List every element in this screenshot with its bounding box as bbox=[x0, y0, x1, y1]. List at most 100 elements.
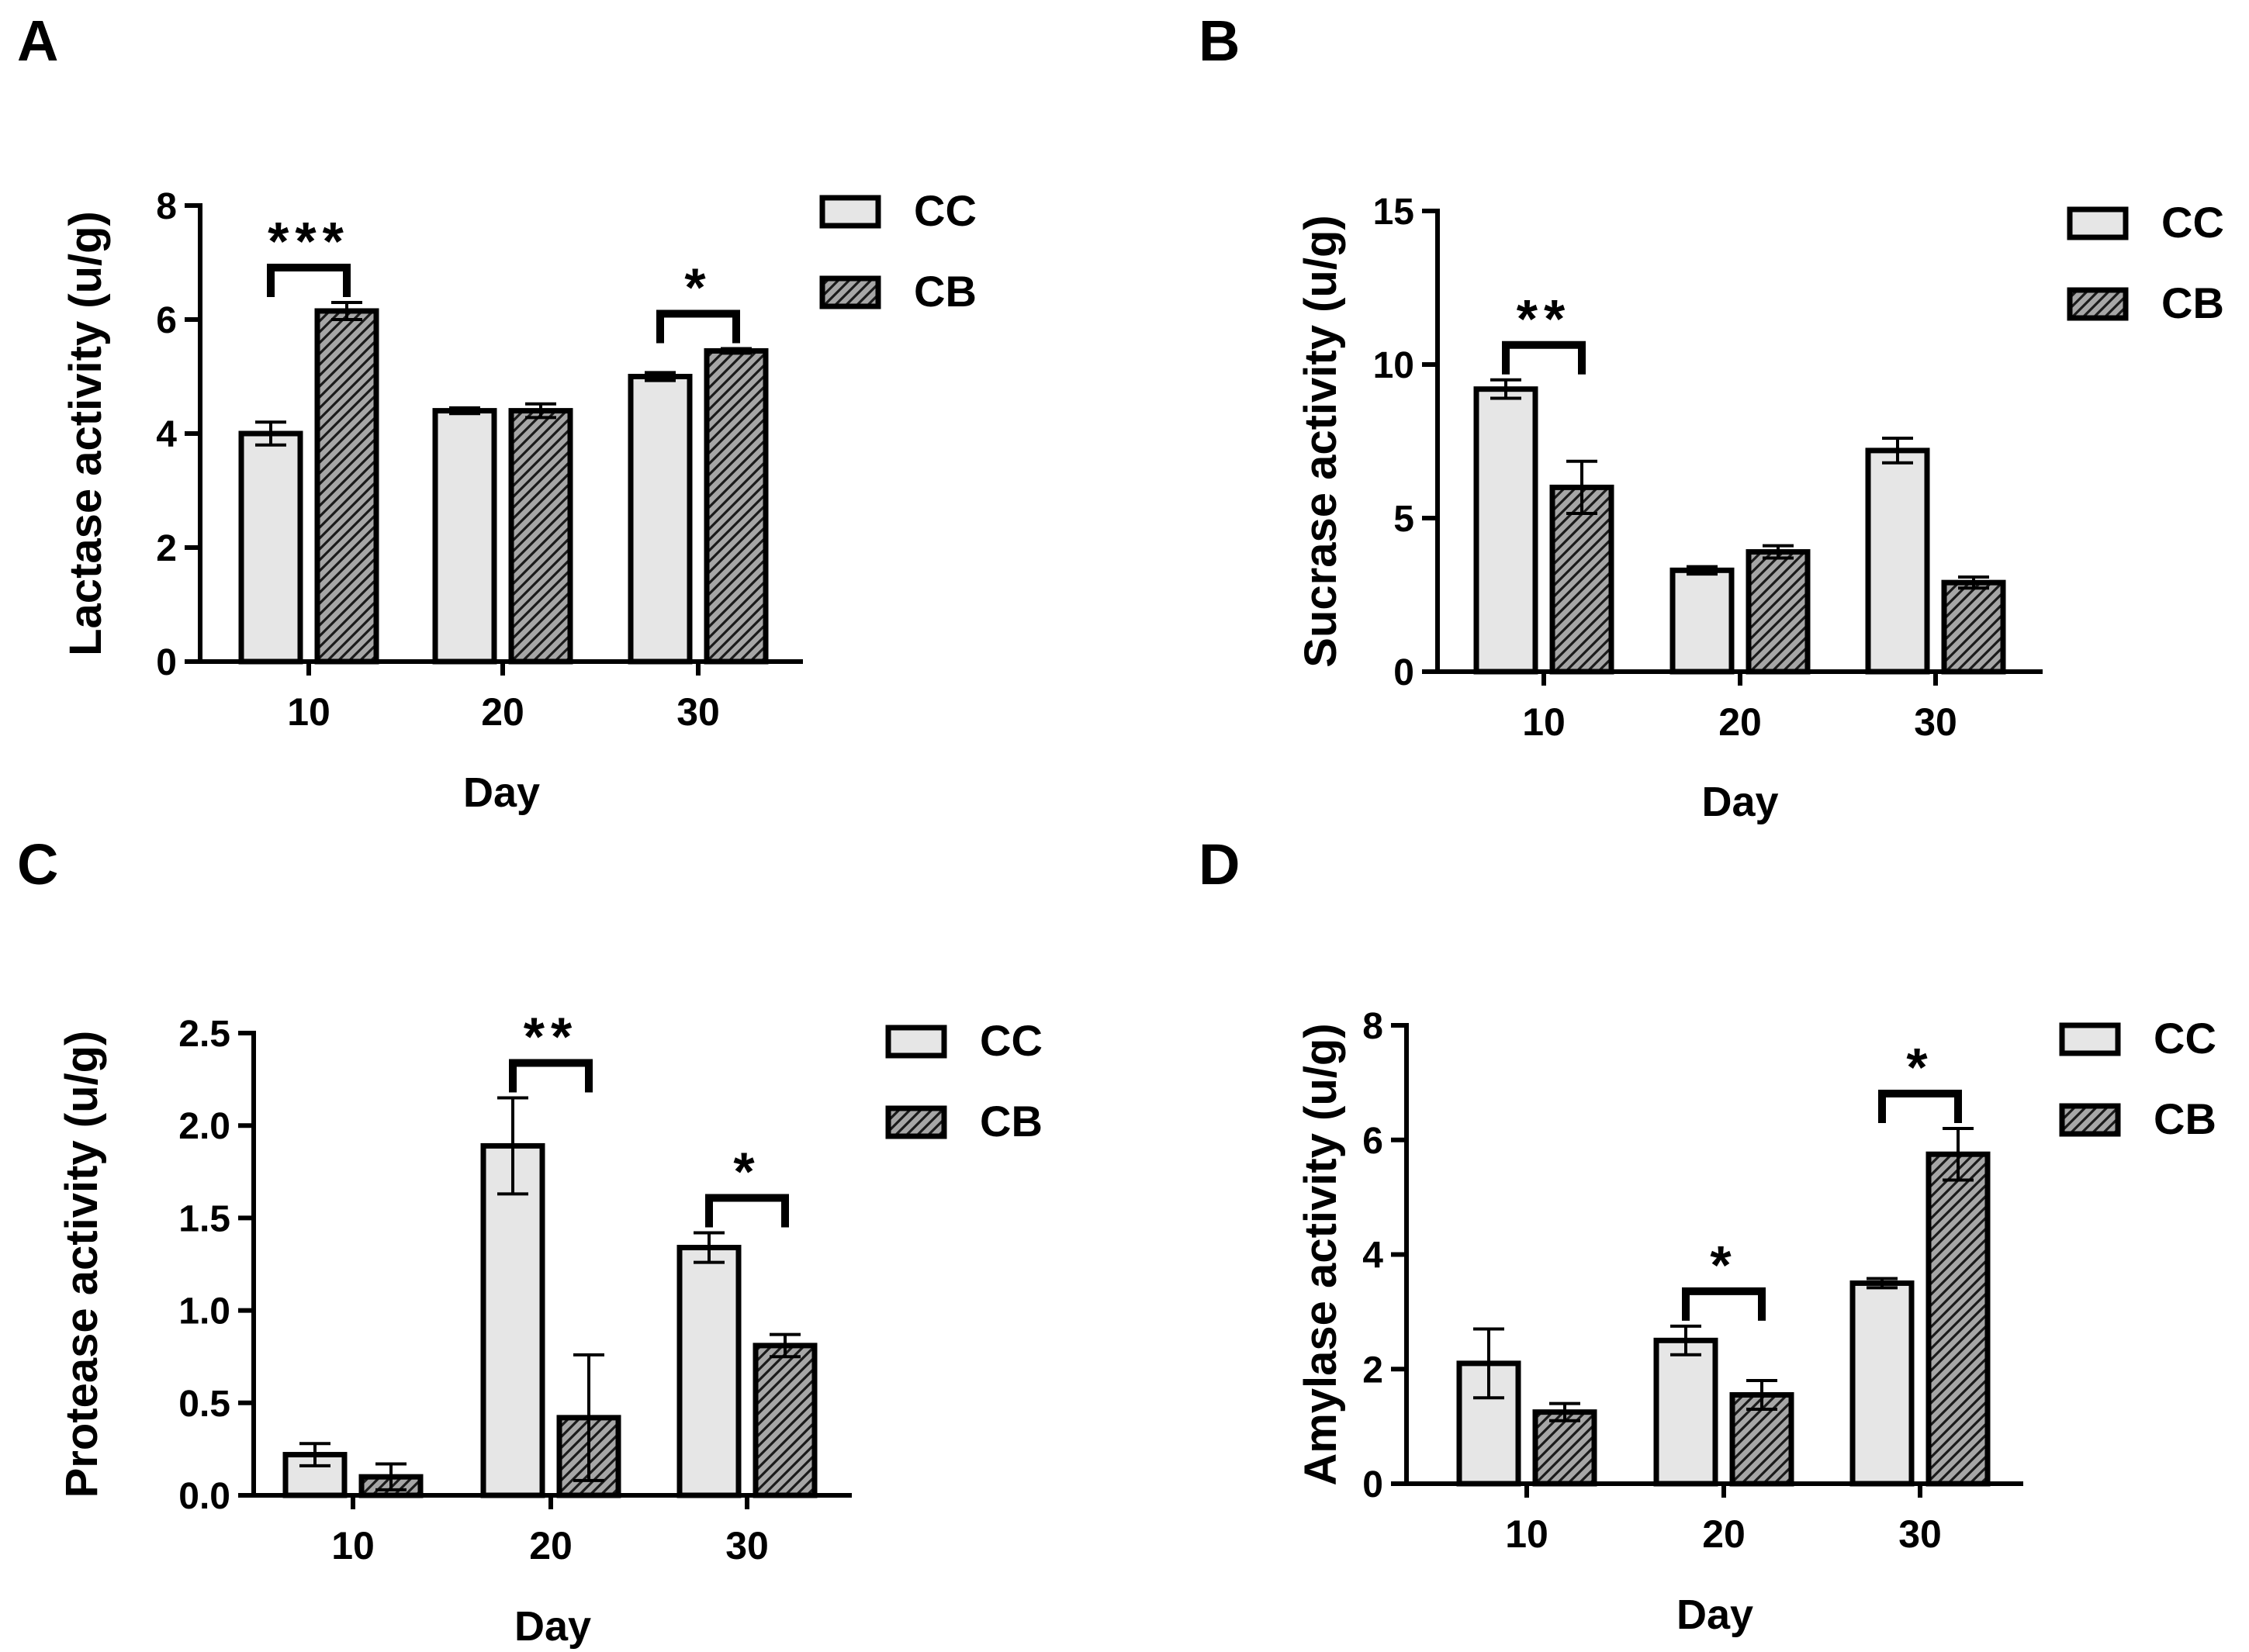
x-tick-label: 20 bbox=[529, 1524, 573, 1567]
panel-c: C 10 20 30 0.0 0.5 1.0 1.5 2.0 2.5 Day Protease act… bbox=[17, 832, 1043, 1650]
significance-label: ** bbox=[1517, 289, 1571, 349]
y-tick-label: 0 bbox=[1393, 652, 1414, 693]
x-tick-label: 30 bbox=[725, 1524, 769, 1567]
panel-letter: B bbox=[1199, 9, 1240, 73]
y-tick-label: 1.5 bbox=[178, 1198, 230, 1239]
panel-b: B 10 20 30 0 5 10 15 Day Sucrase activity (u/g) **… bbox=[1199, 9, 2224, 825]
y-tick-label: 6 bbox=[1362, 1121, 1383, 1162]
legend-swatch-cc bbox=[885, 1025, 947, 1059]
bar-cc-day30 bbox=[628, 374, 693, 665]
y-tick-label: 0.0 bbox=[178, 1476, 230, 1517]
bar-cc-day20 bbox=[480, 1142, 545, 1498]
x-tick-label: 20 bbox=[481, 690, 524, 734]
y-axis-label: Amylase activity (u/g) bbox=[1296, 1023, 1346, 1485]
x-tick-label: 10 bbox=[1505, 1512, 1548, 1556]
significance-bracket bbox=[509, 1059, 593, 1093]
y-tick-label: 5 bbox=[1393, 499, 1414, 540]
significance-bracket bbox=[1682, 1287, 1766, 1321]
significance-bracket bbox=[1878, 1089, 1962, 1123]
bar-cc-day10 bbox=[238, 430, 303, 665]
y-tick-label: 2.0 bbox=[178, 1106, 230, 1147]
bar-cc-day30 bbox=[1865, 448, 1930, 675]
y-tick-label: 6 bbox=[156, 300, 177, 341]
y-tick-label: 8 bbox=[156, 186, 177, 227]
x-tick-label: 30 bbox=[676, 690, 720, 734]
significance-bracket bbox=[267, 263, 351, 297]
y-tick-label: 0 bbox=[1362, 1464, 1383, 1505]
y-tick-label: 2 bbox=[1362, 1350, 1383, 1391]
legend-label-cb: CB bbox=[2154, 1094, 2216, 1143]
bar-cc-day20 bbox=[1669, 567, 1735, 675]
significance-label: * bbox=[1710, 1235, 1737, 1295]
y-axis-label: Sucrase activity (u/g) bbox=[1296, 215, 1346, 667]
y-axis-label: Protease activity (u/g) bbox=[57, 1031, 107, 1498]
legend-swatch-cc bbox=[2059, 1022, 2121, 1056]
x-tick-label: 20 bbox=[1702, 1512, 1746, 1556]
legend-swatch-cb bbox=[885, 1105, 947, 1139]
y-tick-label: 10 bbox=[1373, 345, 1414, 386]
significance-label: * bbox=[733, 1141, 760, 1201]
bar-cc-day20 bbox=[1653, 1337, 1718, 1487]
x-axis-label: Day bbox=[463, 769, 540, 816]
legend-label-cb: CB bbox=[2161, 278, 2224, 327]
x-tick-label: 30 bbox=[1898, 1512, 1942, 1556]
significance-label: ** bbox=[524, 1006, 578, 1066]
legend-swatch-cb bbox=[819, 275, 881, 309]
significance-label: * bbox=[1906, 1037, 1933, 1097]
legend-label-cb: CB bbox=[914, 267, 977, 316]
bar-cc-day30 bbox=[1849, 1280, 1915, 1487]
legend: CC CB bbox=[2059, 1014, 2216, 1143]
bar-cb-day10 bbox=[1532, 1409, 1597, 1487]
legend-label-cc: CC bbox=[914, 186, 977, 235]
y-tick-label: 0 bbox=[156, 642, 177, 683]
bar-cb-day30 bbox=[1941, 579, 2006, 675]
significance-label: * bbox=[684, 257, 711, 317]
y-tick-label: 4 bbox=[156, 414, 177, 455]
legend-label-cb: CB bbox=[980, 1097, 1043, 1146]
legend-label-cc: CC bbox=[980, 1016, 1043, 1065]
legend-swatch-cb bbox=[2067, 287, 2129, 321]
x-tick-label: 30 bbox=[1914, 700, 1957, 744]
bar-cc-day20 bbox=[432, 408, 497, 665]
x-tick-label: 10 bbox=[331, 1524, 375, 1567]
y-tick-label: 15 bbox=[1373, 192, 1414, 233]
panel-letter: A bbox=[17, 9, 58, 73]
panel-letter: D bbox=[1199, 832, 1240, 897]
x-axis-label: Day bbox=[1701, 779, 1778, 825]
significance-label: *** bbox=[268, 211, 350, 271]
y-tick-label: 8 bbox=[1362, 1006, 1383, 1047]
x-tick-label: 10 bbox=[287, 690, 330, 734]
legend: CC CB bbox=[885, 1016, 1043, 1146]
significance-bracket bbox=[1502, 340, 1586, 375]
x-axis-label: Day bbox=[1676, 1592, 1753, 1638]
legend-label-cc: CC bbox=[2154, 1014, 2216, 1063]
x-tick-label: 20 bbox=[1718, 700, 1762, 744]
bar-cb-day30 bbox=[1925, 1151, 1991, 1487]
significance-bracket bbox=[705, 1194, 789, 1228]
bar-cb-day10 bbox=[314, 308, 379, 665]
y-tick-label: 1.0 bbox=[178, 1291, 230, 1332]
legend: CC CB bbox=[819, 186, 977, 316]
y-tick-label: 2.5 bbox=[178, 1014, 230, 1055]
bar-cb-day30 bbox=[704, 347, 769, 665]
x-axis-label: Day bbox=[514, 1603, 591, 1650]
legend-swatch-cb bbox=[2059, 1103, 2121, 1137]
panel-letter: C bbox=[17, 832, 58, 897]
bar-cb-day20 bbox=[508, 408, 573, 665]
legend-swatch-cc bbox=[819, 195, 881, 229]
legend-label-cc: CC bbox=[2161, 198, 2224, 247]
y-tick-label: 4 bbox=[1362, 1236, 1383, 1277]
legend: CC CB bbox=[2067, 198, 2224, 327]
bar-cc-day30 bbox=[676, 1245, 742, 1498]
x-tick-label: 10 bbox=[1522, 700, 1566, 744]
significance-bracket bbox=[656, 309, 740, 344]
y-tick-label: 0.5 bbox=[178, 1384, 230, 1425]
y-axis-label: Lactase activity (u/g) bbox=[61, 211, 111, 656]
legend-swatch-cc bbox=[2067, 206, 2129, 240]
bar-cb-day20 bbox=[1746, 549, 1811, 675]
y-tick-label: 2 bbox=[156, 528, 177, 569]
bar-cc-day10 bbox=[1473, 386, 1538, 675]
panel-d: D 10 20 30 0 2 4 6 8 Day Amylase activity (u/g) * * C… bbox=[1199, 832, 2216, 1638]
